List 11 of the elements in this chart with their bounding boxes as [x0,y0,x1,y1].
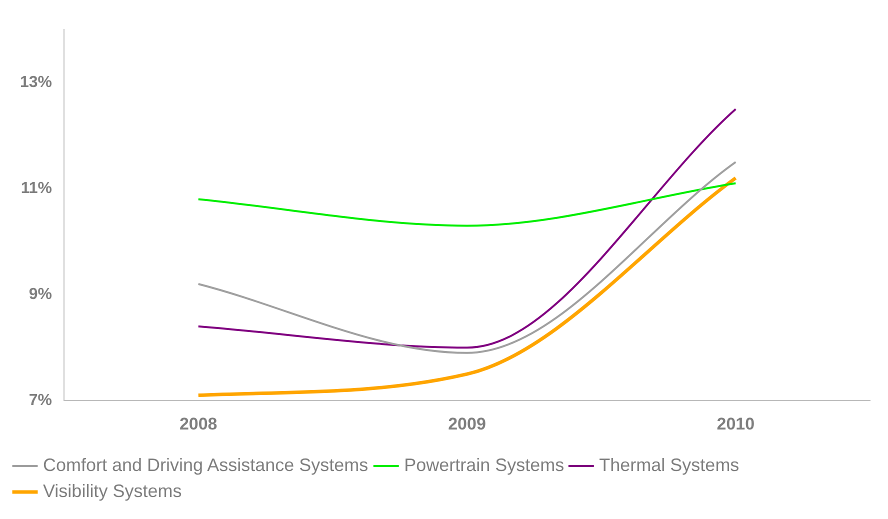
legend-label: Comfort and Driving Assistance Systems [43,454,368,475]
legend-label: Visibility Systems [43,480,182,501]
legend-label: Thermal Systems [599,454,740,475]
y-tick-label: 9% [28,286,52,304]
legend-label: Powertrain Systems [404,454,564,475]
x-tick-label: 2009 [448,414,486,434]
y-tick-label: 7% [28,392,52,410]
y-tick-label: 13% [20,74,52,92]
x-tick-label: 2010 [716,414,755,434]
y-tick-label: 11% [20,180,52,198]
x-tick-label: 2008 [179,414,218,434]
